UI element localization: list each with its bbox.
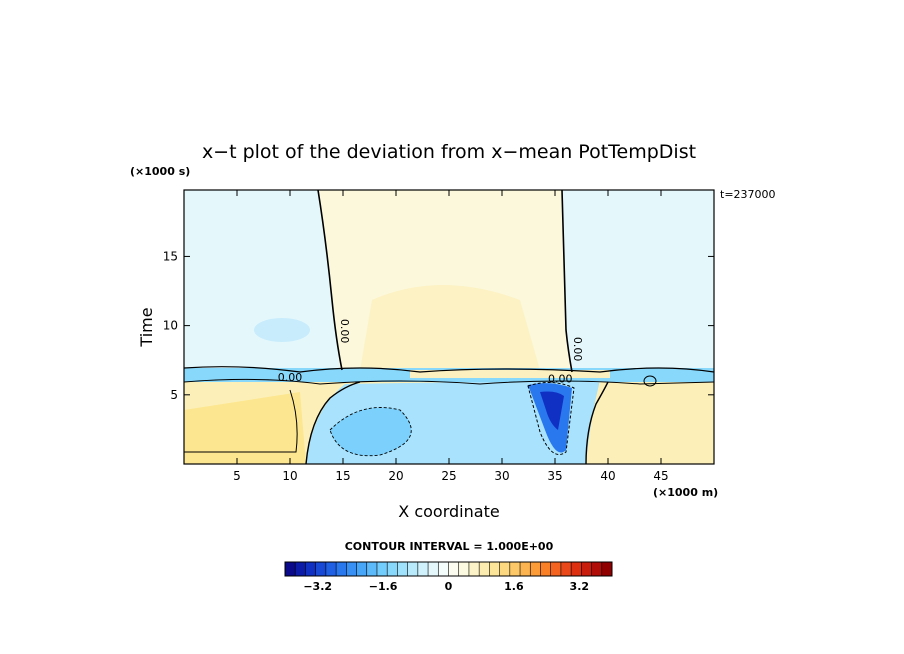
colorbar-tick-label: −3.2 [303,580,332,593]
y-tick-label: 5 [170,388,178,402]
colorbar-ticks: −3.2 −1.6 0 1.6 3.2 [303,580,589,593]
y-axis-ticks: 5 10 15 [163,249,714,402]
colorbar-swatch [489,562,500,576]
colorbar-swatch [530,562,541,576]
colorbar-tick-label: −1.6 [369,580,398,593]
colorbar-swatch [560,562,572,576]
y-axis-unit: (×1000 s) [130,165,190,178]
colorbar-swatch [366,562,378,576]
colorbar-tick-label: 3.2 [570,580,590,593]
contour-labels: 0.00 0.00 0.00 0.00 [278,319,584,385]
colorbar-tick-label: 1.6 [504,580,524,593]
field-cool-pocket [330,407,412,456]
colorbar-swatch [448,562,460,576]
contour-label: 0.00 [278,371,303,384]
colorbar-swatch [376,562,388,576]
field-front-warm [410,370,610,378]
colorbar-swatch [417,562,429,576]
contour-interval-label: CONTOUR INTERVAL = 1.000E+00 [345,540,554,553]
contour-label: 0.00 [571,337,584,362]
colorbar-tick-label: 0 [445,580,453,593]
colorbar-frame [284,561,613,577]
colorbar-swatch [509,562,521,576]
contour-warm-left [184,389,298,453]
colorbar-swatch [428,562,439,576]
colorbar-swatch [387,562,398,576]
colorbar-swatch [305,562,317,576]
colorbar [284,561,613,577]
x-tick-label: 45 [653,469,668,483]
chart-title: x−t plot of the deviation from x−mean Po… [202,141,696,163]
colorbar-swatch [325,562,337,576]
contour-front-lower [184,378,714,385]
field-cool-patch [254,318,310,342]
x-tick-label: 25 [441,469,456,483]
x-axis-unit: (×1000 m) [653,486,718,499]
x-axis-ticks: 5 10 15 20 25 30 35 40 45 [233,190,669,483]
contour-label: 0.00 [548,372,573,385]
colorbar-swatch [601,562,613,576]
colorbar-swatch [336,562,347,576]
colorbar-swatch [468,562,480,576]
colorbar-swatch [356,562,368,576]
x-tick-label: 30 [494,469,509,483]
x-tick-label: 40 [600,469,615,483]
colorbar-swatch [397,562,409,576]
colorbar-swatch [571,562,582,576]
colorbar-swatch [407,562,419,576]
y-axis-label: Time [137,307,156,347]
colorbar-swatch [550,562,562,576]
x-axis-label: X coordinate [398,502,499,521]
plot-area: 0.00 0.00 0.00 0.00 5 10 15 20 25 30 35 40 45 5 10 15 [163,189,715,483]
colorbar-swatch [520,562,531,576]
field-warm-core [360,285,540,370]
x-tick-label: 5 [233,469,241,483]
contour-basin-edge [305,381,361,464]
y-tick-label: 15 [163,249,178,263]
contour-basin-right [585,381,609,464]
colorbar-swatch [285,562,296,576]
contour-zero-right [561,190,573,373]
colorbar-swatch [591,562,603,576]
colorbar-swatch [540,562,552,576]
x-tick-label: 15 [335,469,350,483]
colorbar-swatch [581,562,592,576]
colorbar-swatch [315,562,327,576]
colorbar-swatch [295,562,306,576]
colorbar-swatch [499,562,511,576]
contour-front [184,366,714,373]
colorbar-swatch [479,562,490,576]
contour-label: 0.00 [338,319,351,344]
colorbar-swatch [458,562,470,576]
colorbar-swatch [346,562,357,576]
contour-cool-pocket [329,407,412,457]
contour-zero-left [317,190,343,371]
y-tick-label: 10 [163,319,178,333]
x-tick-label: 35 [547,469,562,483]
colorbar-swatch [438,562,449,576]
x-tick-label: 20 [388,469,403,483]
heatmap-field [184,190,714,464]
contour-warm-blob [643,375,657,387]
x-tick-label: 10 [282,469,297,483]
time-stamp: t=237000 [720,188,776,201]
field-warm-strong [184,392,306,464]
field-cold-center [540,391,564,430]
contour-cold-core [527,382,575,455]
